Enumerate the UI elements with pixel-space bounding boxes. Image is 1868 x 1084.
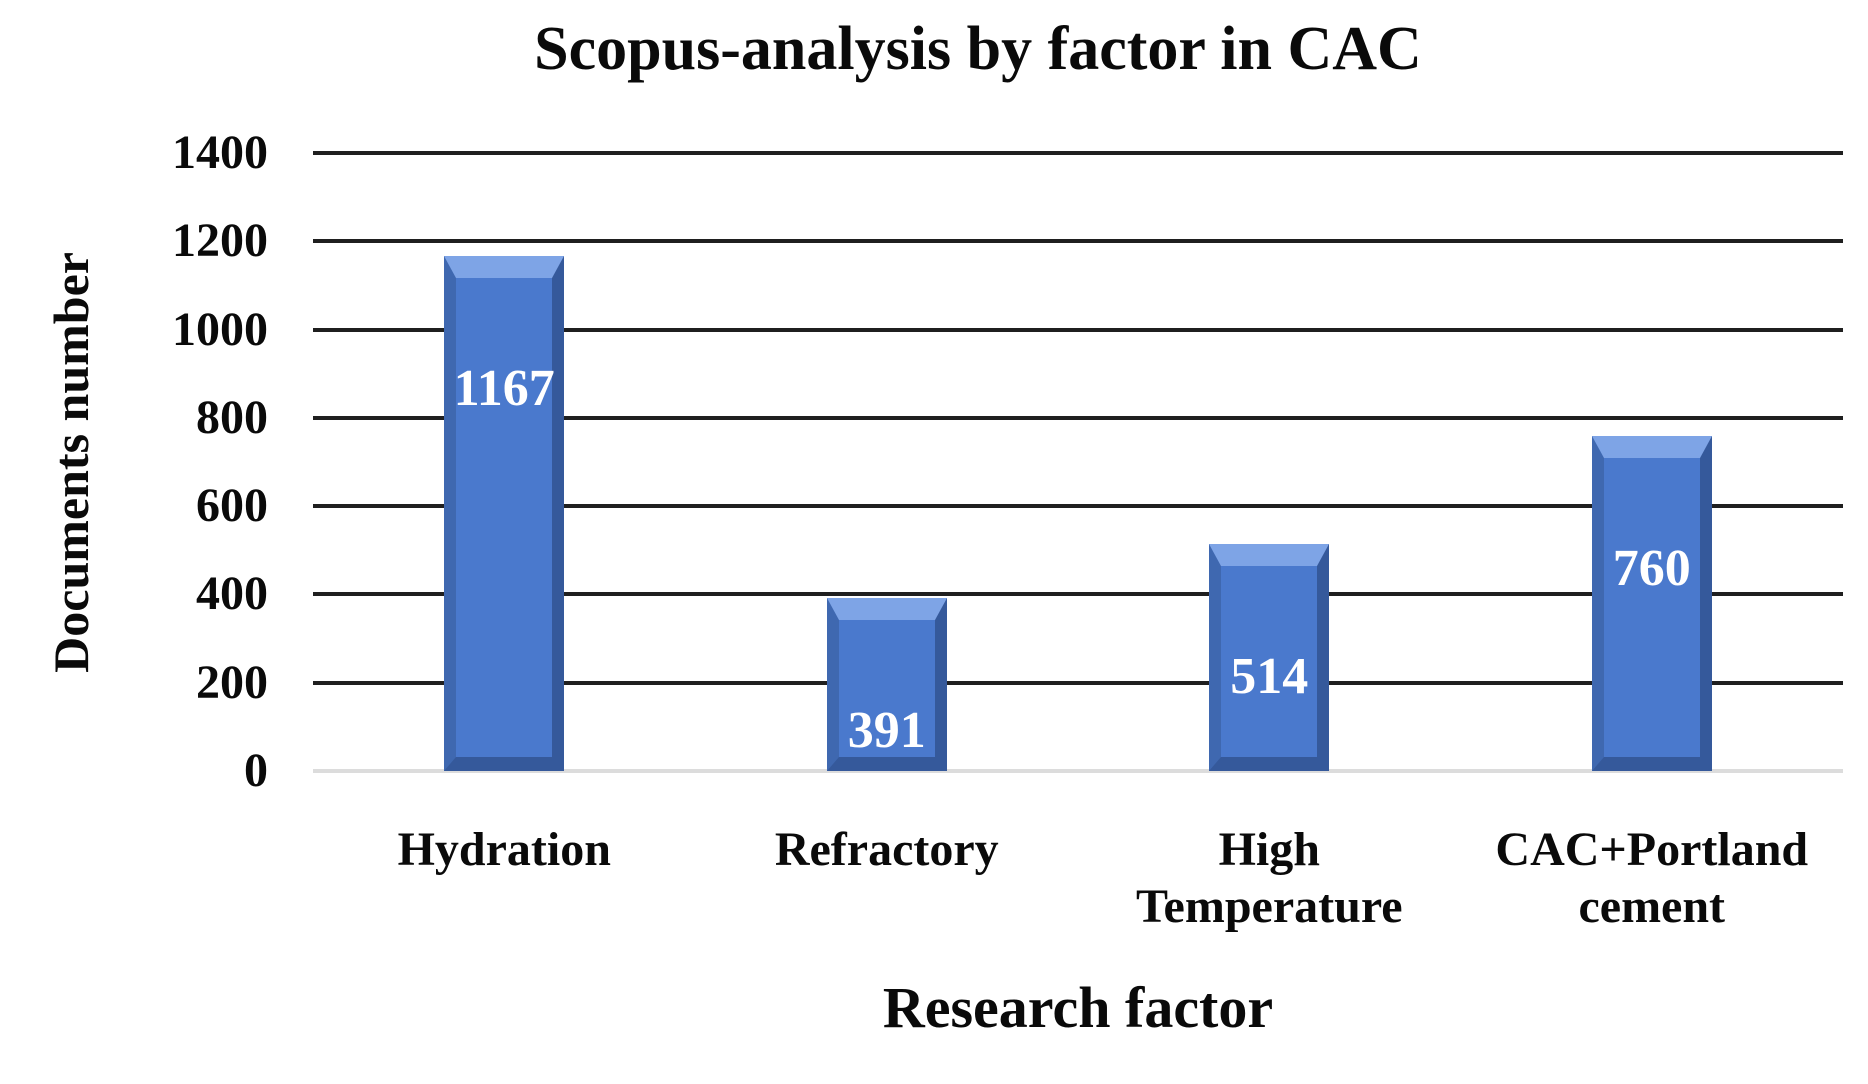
bar-high: 514: [1209, 544, 1330, 771]
x-tick-label: Hydration: [397, 823, 611, 876]
gridline: [313, 592, 1843, 597]
gridline: [313, 327, 1843, 332]
x-tick-label: High Temperature: [1135, 823, 1403, 933]
y-tick-label: 400: [196, 567, 268, 621]
plot-area: 1167 391 514 760: [313, 151, 1843, 773]
x-axis-tick-labels: Hydration Refractory High Temperature CAC+P…: [313, 822, 1843, 935]
x-tick-label: Refractory: [774, 823, 999, 876]
x-axis-baseline: [313, 769, 1843, 773]
bar-value-label: 1167: [453, 359, 555, 417]
chart-title: Scopus-analysis by factor in CAC: [534, 15, 1422, 83]
y-tick-label: 0: [244, 744, 268, 797]
y-axis-tick-labels: 0 200 400 600 800 1000 1200 1400: [60, 129, 268, 795]
y-tick-label: 1000: [172, 302, 268, 356]
bar-cac-portland: 760: [1591, 435, 1712, 771]
y-tick-label: 1200: [172, 214, 268, 268]
bar-value-label: 391: [847, 702, 926, 760]
bar-value-label: 514: [1230, 648, 1309, 706]
gridline: [313, 239, 1843, 244]
gridline: [313, 504, 1843, 509]
y-tick-label: 600: [196, 479, 268, 533]
gridline: [313, 415, 1843, 420]
bar-value-label: 760: [1612, 539, 1691, 597]
y-tick-label: 200: [196, 655, 268, 709]
y-tick-label: 800: [196, 390, 268, 444]
y-tick-label: 1400: [172, 126, 268, 179]
gridline: [313, 680, 1843, 685]
x-axis-title: Research factor: [882, 975, 1274, 1040]
gridline: [313, 151, 1843, 155]
x-tick-label: CAC+Portland cement: [1495, 823, 1809, 933]
bar-refractory: 391: [826, 598, 947, 771]
bar-hydration: 1167: [444, 255, 565, 771]
